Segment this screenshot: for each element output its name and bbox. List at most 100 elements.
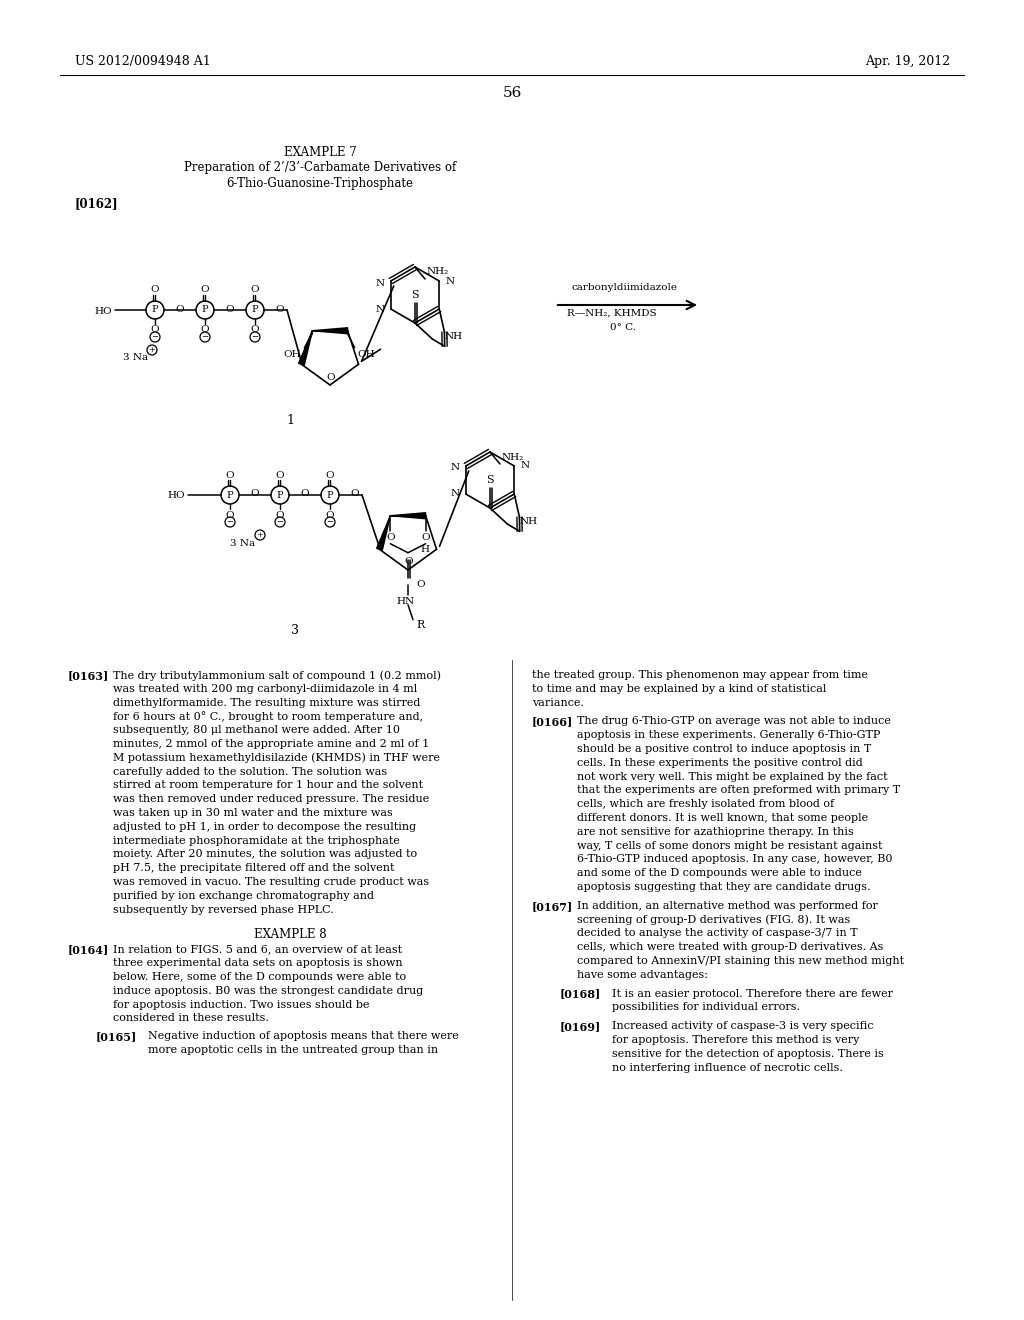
Text: was then removed under reduced pressure. The residue: was then removed under reduced pressure.… xyxy=(113,795,429,804)
Text: [0163]: [0163] xyxy=(68,671,110,681)
Text: apoptosis suggesting that they are candidate drugs.: apoptosis suggesting that they are candi… xyxy=(577,882,870,892)
Text: stirred at room temperature for 1 hour and the solvent: stirred at room temperature for 1 hour a… xyxy=(113,780,423,791)
Text: sensitive for the detection of apoptosis. There is: sensitive for the detection of apoptosis… xyxy=(612,1049,884,1059)
Text: In relation to FIGS. 5 and 6, an overview of at least: In relation to FIGS. 5 and 6, an overvie… xyxy=(113,944,402,954)
Text: O: O xyxy=(151,326,160,334)
Text: was treated with 200 mg carbonyl-diimidazole in 4 ml: was treated with 200 mg carbonyl-diimida… xyxy=(113,684,417,694)
Text: M potassium hexamethyldisilazide (KHMDS) in THF were: M potassium hexamethyldisilazide (KHMDS)… xyxy=(113,752,440,763)
Text: cells, which are freshly isolated from blood of: cells, which are freshly isolated from b… xyxy=(577,799,835,809)
Text: EXAMPLE 8: EXAMPLE 8 xyxy=(254,928,327,941)
Text: more apoptotic cells in the untreated group than in: more apoptotic cells in the untreated gr… xyxy=(148,1045,438,1055)
Text: carbonyldiimidazole: carbonyldiimidazole xyxy=(572,282,678,292)
Text: HN: HN xyxy=(397,597,415,606)
Text: O: O xyxy=(326,470,334,479)
Text: cells, which were treated with group-D derivatives. As: cells, which were treated with group-D d… xyxy=(577,942,884,952)
Text: O: O xyxy=(225,305,234,314)
Text: O: O xyxy=(404,557,414,566)
Text: [0167]: [0167] xyxy=(532,900,573,912)
Text: −: − xyxy=(327,517,334,525)
Text: O: O xyxy=(416,581,425,589)
Text: O: O xyxy=(350,490,359,499)
Text: below. Here, some of the D compounds were able to: below. Here, some of the D compounds wer… xyxy=(113,972,407,982)
Text: P: P xyxy=(276,491,284,499)
Text: Apr. 19, 2012: Apr. 19, 2012 xyxy=(865,55,950,69)
Polygon shape xyxy=(377,516,390,550)
Text: In addition, an alternative method was performed for: In addition, an alternative method was p… xyxy=(577,900,878,911)
Text: compared to AnnexinV/PI staining this new method might: compared to AnnexinV/PI staining this ne… xyxy=(577,956,904,966)
Text: O: O xyxy=(275,305,285,314)
Text: Increased activity of caspase-3 is very specific: Increased activity of caspase-3 is very … xyxy=(612,1022,873,1031)
Text: 6-Thio-Guanosine-Triphosphate: 6-Thio-Guanosine-Triphosphate xyxy=(226,177,414,190)
Text: −: − xyxy=(226,517,233,525)
Text: O: O xyxy=(251,490,259,499)
Text: screening of group-D derivatives (FIG. 8). It was: screening of group-D derivatives (FIG. 8… xyxy=(577,915,850,925)
Text: N: N xyxy=(376,279,385,288)
Text: The dry tributylammonium salt of compound 1 (0.2 mmol): The dry tributylammonium salt of compoun… xyxy=(113,671,441,681)
Text: Negative induction of apoptosis means that there were: Negative induction of apoptosis means th… xyxy=(148,1031,459,1041)
Text: induce apoptosis. B0 was the strongest candidate drug: induce apoptosis. B0 was the strongest c… xyxy=(113,986,423,995)
Text: 3: 3 xyxy=(291,623,299,636)
Text: 6-Thio-GTP induced apoptosis. In any case, however, B0: 6-Thio-GTP induced apoptosis. In any cas… xyxy=(577,854,893,865)
Text: O: O xyxy=(251,326,259,334)
Text: moiety. After 20 minutes, the solution was adjusted to: moiety. After 20 minutes, the solution w… xyxy=(113,849,417,859)
Text: have some advantages:: have some advantages: xyxy=(577,970,708,979)
Text: to time and may be explained by a kind of statistical: to time and may be explained by a kind o… xyxy=(532,684,826,694)
Text: apoptosis in these experiments. Generally 6-Thio-GTP: apoptosis in these experiments. Generall… xyxy=(577,730,881,741)
Text: was removed in vacuo. The resulting crude product was: was removed in vacuo. The resulting crud… xyxy=(113,876,429,887)
Text: should be a positive control to induce apoptosis in T: should be a positive control to induce a… xyxy=(577,744,871,754)
Text: cells. In these experiments the positive control did: cells. In these experiments the positive… xyxy=(577,758,863,768)
Text: O: O xyxy=(225,511,234,520)
Text: O: O xyxy=(201,285,209,294)
Text: It is an easier protocol. Therefore there are fewer: It is an easier protocol. Therefore ther… xyxy=(612,989,893,999)
Text: O: O xyxy=(275,470,285,479)
Text: N: N xyxy=(376,305,385,314)
Text: O: O xyxy=(176,305,184,314)
Text: not work very well. This might be explained by the fact: not work very well. This might be explai… xyxy=(577,772,888,781)
Text: possibilities for individual errors.: possibilities for individual errors. xyxy=(612,1002,800,1012)
Text: P: P xyxy=(327,491,334,499)
Text: N: N xyxy=(451,490,460,499)
Text: carefully added to the solution. The solution was: carefully added to the solution. The sol… xyxy=(113,767,387,776)
Text: [0164]: [0164] xyxy=(68,944,110,956)
Text: N: N xyxy=(520,462,529,470)
Text: and some of the D compounds were able to induce: and some of the D compounds were able to… xyxy=(577,869,862,878)
Text: NH: NH xyxy=(444,333,463,342)
Text: adjusted to pH 1, in order to decompose the resulting: adjusted to pH 1, in order to decompose … xyxy=(113,822,416,832)
Text: US 2012/0094948 A1: US 2012/0094948 A1 xyxy=(75,55,211,69)
Text: S: S xyxy=(486,475,494,484)
Text: P: P xyxy=(152,305,159,314)
Text: O: O xyxy=(151,285,160,294)
Text: subsequently, 80 μl methanol were added. After 10: subsequently, 80 μl methanol were added.… xyxy=(113,725,400,735)
Text: P: P xyxy=(226,491,233,499)
Text: pH 7.5, the precipitate filtered off and the solvent: pH 7.5, the precipitate filtered off and… xyxy=(113,863,394,874)
Text: subsequently by reversed phase HPLC.: subsequently by reversed phase HPLC. xyxy=(113,904,334,915)
Polygon shape xyxy=(312,327,347,334)
Text: P: P xyxy=(252,305,258,314)
Text: [0165]: [0165] xyxy=(96,1031,137,1043)
Text: 1: 1 xyxy=(286,413,294,426)
Text: variance.: variance. xyxy=(532,697,584,708)
Text: way, T cells of some donors might be resistant against: way, T cells of some donors might be res… xyxy=(577,841,883,850)
Text: O: O xyxy=(301,490,309,499)
Text: minutes, 2 mmol of the appropriate amine and 2 ml of 1: minutes, 2 mmol of the appropriate amine… xyxy=(113,739,429,748)
Text: O: O xyxy=(421,533,430,543)
Text: was taken up in 30 ml water and the mixture was: was taken up in 30 ml water and the mixt… xyxy=(113,808,393,818)
Text: −: − xyxy=(152,333,159,341)
Text: The drug 6-Thio-GTP on average was not able to induce: The drug 6-Thio-GTP on average was not a… xyxy=(577,717,891,726)
Text: P: P xyxy=(202,305,208,314)
Text: purified by ion exchange chromatography and: purified by ion exchange chromatography … xyxy=(113,891,374,900)
Text: [0162]: [0162] xyxy=(75,198,119,210)
Text: 3 Na: 3 Na xyxy=(123,354,148,363)
Text: the treated group. This phenomenon may appear from time: the treated group. This phenomenon may a… xyxy=(532,671,868,680)
Text: dimethylformamide. The resulting mixture was stirred: dimethylformamide. The resulting mixture… xyxy=(113,697,421,708)
Text: different donors. It is well known, that some people: different donors. It is well known, that… xyxy=(577,813,868,822)
Text: for apoptosis induction. Two issues should be: for apoptosis induction. Two issues shou… xyxy=(113,999,370,1010)
Text: OH: OH xyxy=(284,350,301,359)
Text: H: H xyxy=(420,545,429,554)
Text: N: N xyxy=(451,463,460,473)
Polygon shape xyxy=(299,331,312,366)
Text: S: S xyxy=(412,290,419,300)
Text: OH: OH xyxy=(357,350,375,359)
Text: O: O xyxy=(386,533,394,543)
Text: for apoptosis. Therefore this method is very: for apoptosis. Therefore this method is … xyxy=(612,1035,859,1045)
